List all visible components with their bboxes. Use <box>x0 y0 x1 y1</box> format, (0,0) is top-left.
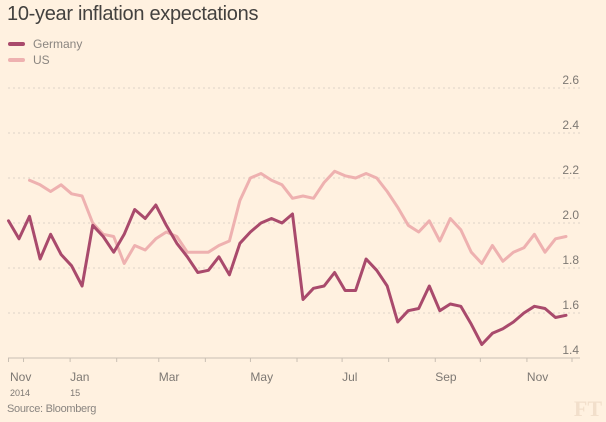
series-line-germany <box>7 203 568 346</box>
legend-item-us: US <box>8 52 82 68</box>
x-tick-label: Nov <box>10 370 31 384</box>
source-note: Source: Bloomberg <box>7 403 97 415</box>
legend-label-us: US <box>33 53 50 67</box>
chart-title: 10-year inflation expectations <box>7 3 259 25</box>
x-tick-label: Jan <box>70 370 89 384</box>
legend-swatch-germany <box>8 42 25 46</box>
x-tick-label: Jul <box>342 370 357 384</box>
legend: Germany US <box>8 36 82 68</box>
x-tick-sublabel: 15 <box>70 388 80 398</box>
legend-label-germany: Germany <box>33 37 83 51</box>
legend-item-germany: Germany <box>8 36 82 52</box>
series-line-us <box>28 169 568 265</box>
x-tick-label: Nov <box>527 370 548 384</box>
y-tick-label: 2.0 <box>562 208 579 222</box>
y-tick-label: 2.6 <box>562 73 579 87</box>
y-tick-label: 1.4 <box>562 343 579 357</box>
y-tick-label: 1.8 <box>562 253 579 267</box>
x-tick-label: Sep <box>435 370 457 384</box>
legend-swatch-us <box>8 58 25 62</box>
y-tick-label: 1.6 <box>562 298 579 312</box>
y-tick-label: 2.2 <box>562 163 579 177</box>
ft-logo: FT <box>573 396 602 421</box>
x-tick-label: Mar <box>159 370 180 384</box>
x-tick-label: May <box>250 370 273 384</box>
y-tick-label: 2.4 <box>562 118 579 132</box>
x-tick-sublabel: 2014 <box>10 388 30 398</box>
